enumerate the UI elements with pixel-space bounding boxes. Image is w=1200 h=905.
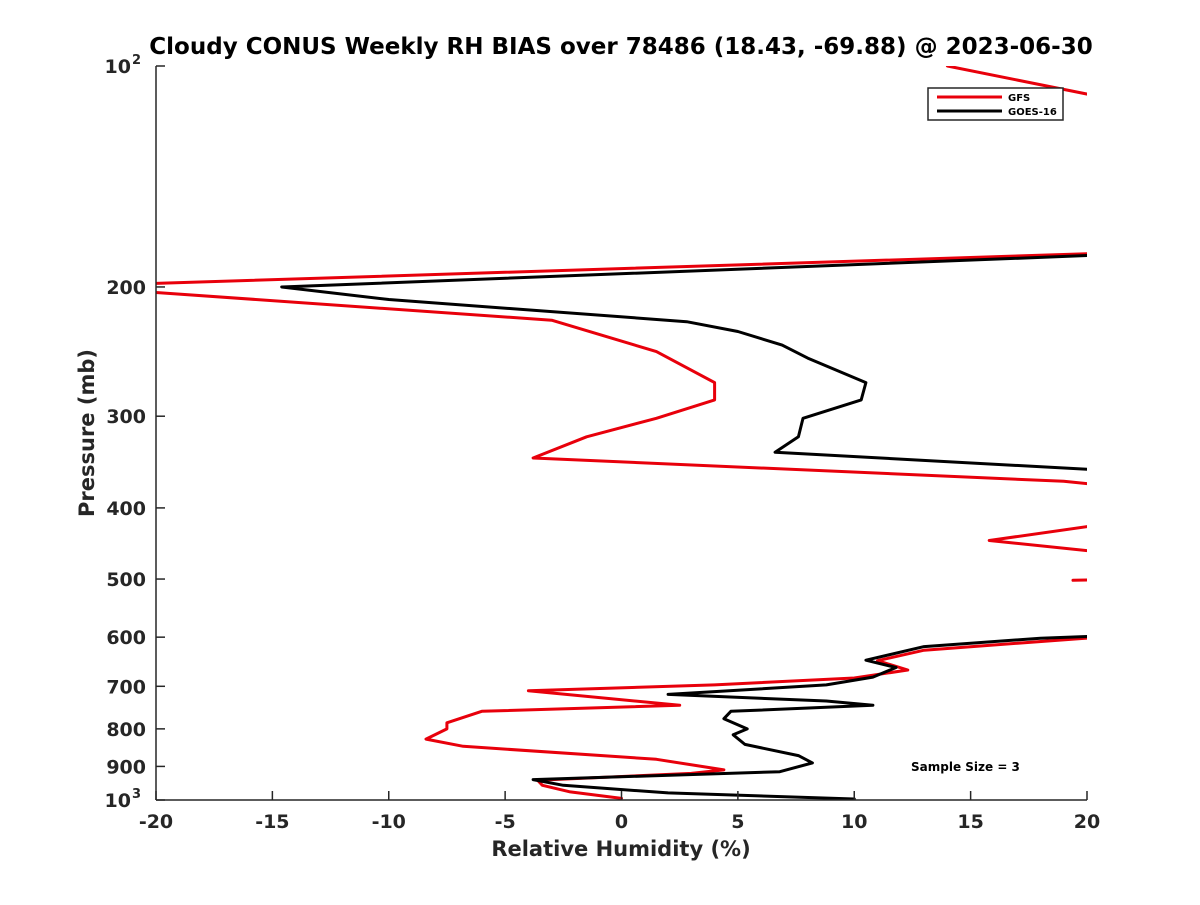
series-layer: [156, 66, 1087, 800]
x-tick-label: 5: [731, 811, 744, 833]
legend-label-goes16: GOES-16: [1008, 107, 1057, 118]
x-tick-label: -20: [139, 811, 173, 833]
series-line-goes16-0: [280, 254, 1087, 471]
legend: GFS GOES-16: [927, 87, 1064, 121]
chart-title: Cloudy CONUS Weekly RH BIAS over 78486 (…: [149, 34, 1092, 60]
y-tick-label: 600: [106, 627, 146, 649]
y-tick-label: 800: [106, 719, 146, 741]
y-tick-label: 700: [106, 676, 146, 698]
y-tick-label: 10: [105, 790, 131, 812]
series-line-gfs-1: [156, 252, 1087, 486]
series-line-gfs-3: [1071, 578, 1087, 582]
y-axis-title: Pressure (mb): [75, 349, 99, 517]
y-tick-label: 900: [106, 756, 146, 778]
x-tick-label: -10: [372, 811, 406, 833]
y-tick-label: 10: [105, 56, 131, 78]
y-tick-label: 500: [106, 569, 146, 591]
sample-size-annotation: Sample Size = 3: [911, 760, 1020, 774]
x-tick-label: 20: [1074, 811, 1100, 833]
legend-box: [927, 87, 1064, 121]
legend-label-gfs: GFS: [1008, 93, 1030, 104]
y-tick-exponent: 3: [132, 787, 141, 802]
y-tick-exponent: 2: [132, 53, 141, 68]
x-tick-label: -5: [495, 811, 516, 833]
x-axis-title: Relative Humidity (%): [491, 837, 750, 861]
y-tick-label: 200: [106, 277, 146, 299]
series-line-gfs-0: [945, 66, 1087, 96]
series-line-gfs-4: [424, 636, 1087, 800]
x-tick-label: -15: [255, 811, 289, 833]
y-tick-label: 300: [106, 406, 146, 428]
y-tick-label: 400: [106, 498, 146, 520]
x-tick-label: 0: [615, 811, 628, 833]
x-tick-label: 15: [957, 811, 983, 833]
series-line-gfs-2: [987, 525, 1087, 553]
series-line-goes16-1: [531, 635, 1087, 800]
x-tick-label: 10: [841, 811, 867, 833]
